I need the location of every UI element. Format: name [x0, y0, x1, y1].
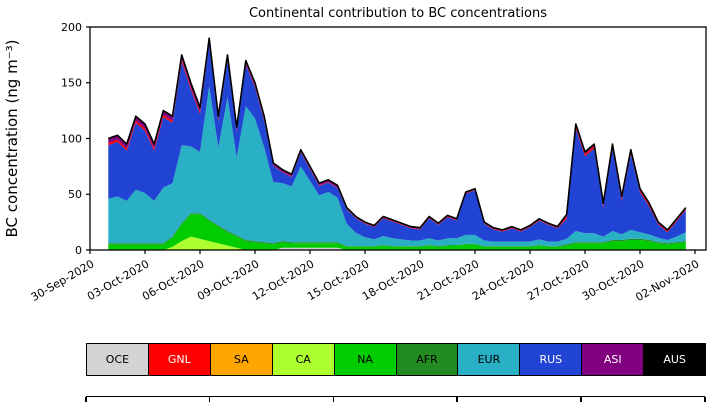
y-tick-label: 150 [61, 77, 82, 90]
area-rus [108, 43, 686, 242]
area-eur [108, 86, 686, 247]
legend-item-aus: AUS [643, 343, 707, 376]
cropped-x-tick [208, 397, 211, 402]
area-na [108, 214, 686, 250]
y-axis-label: BC concentration (ng m⁻³) [3, 40, 21, 238]
total-outline [108, 37, 687, 231]
legend: OCE GNL SA CA NA AFR EUR RUS ASI AUS [86, 343, 707, 376]
chart-title: Continental contribution to BC concentra… [249, 6, 547, 21]
legend-item-oce: OCE [86, 343, 149, 376]
legend-item-asi: ASI [581, 343, 645, 376]
stacked-area-chart: 30-Sep-202003-Oct-202006-Oct-202009-Oct-… [3, 6, 707, 304]
y-tick-label: 50 [68, 188, 82, 201]
legend-item-gnl: GNL [147, 343, 211, 376]
cropped-x-tick [332, 397, 335, 402]
legend-item-sa: SA [209, 343, 273, 376]
y-tick-label: 0 [75, 244, 82, 257]
legend-item-eur: EUR [457, 343, 521, 376]
legend-item-rus: RUS [519, 343, 583, 376]
cropped-x-tick [85, 397, 87, 402]
legend-item-ca: CA [271, 343, 335, 376]
cropped-x-tick [456, 397, 458, 402]
legend-item-na: NA [333, 343, 397, 376]
y-tick-label: 200 [61, 21, 82, 34]
y-tick-label: 100 [61, 132, 82, 145]
cropped-x-tick [704, 397, 706, 402]
x-tick-label: 30-Sep-2020 [29, 257, 97, 304]
cropped-axes-strip [85, 396, 706, 402]
cropped-x-tick [580, 397, 582, 402]
legend-item-afr: AFR [395, 343, 459, 376]
